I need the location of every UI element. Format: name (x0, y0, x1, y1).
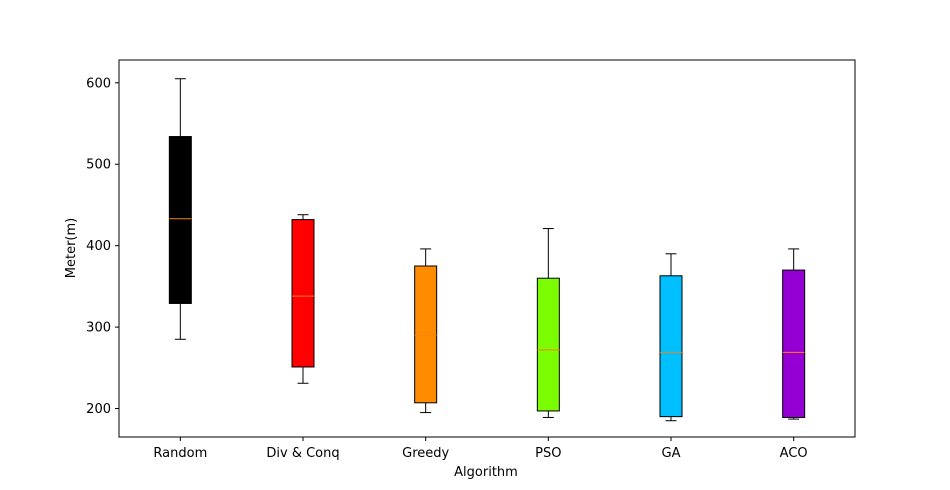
y-tick-label: 200 (86, 402, 111, 417)
box-ga (659, 275, 683, 418)
x-tick-label: Random (153, 446, 207, 461)
y-tick-label: 500 (86, 158, 111, 173)
x-tick-label: ACO (780, 446, 808, 461)
y-tick-label: 600 (86, 76, 111, 91)
box-random (168, 136, 192, 304)
y-tick-label: 300 (86, 321, 111, 336)
plot-frame (118, 59, 856, 438)
y-tick-label: 400 (86, 239, 111, 254)
x-tick-label: Greedy (402, 446, 449, 461)
x-axis-label: Algorithm (454, 465, 518, 480)
plot-area: 200 300 400 500 600 Random Div & Conq Greedy PSO… (86, 59, 856, 461)
box-pso (536, 277, 560, 412)
x-tick-label: PSO (535, 446, 561, 461)
x-tick-label: GA (662, 446, 681, 461)
box-aco (782, 269, 806, 418)
box-div-conq (291, 219, 315, 368)
x-tick-label: Div & Conq (266, 446, 339, 461)
box-greedy (414, 265, 438, 404)
y-axis-label: Meter(m) (64, 218, 79, 278)
